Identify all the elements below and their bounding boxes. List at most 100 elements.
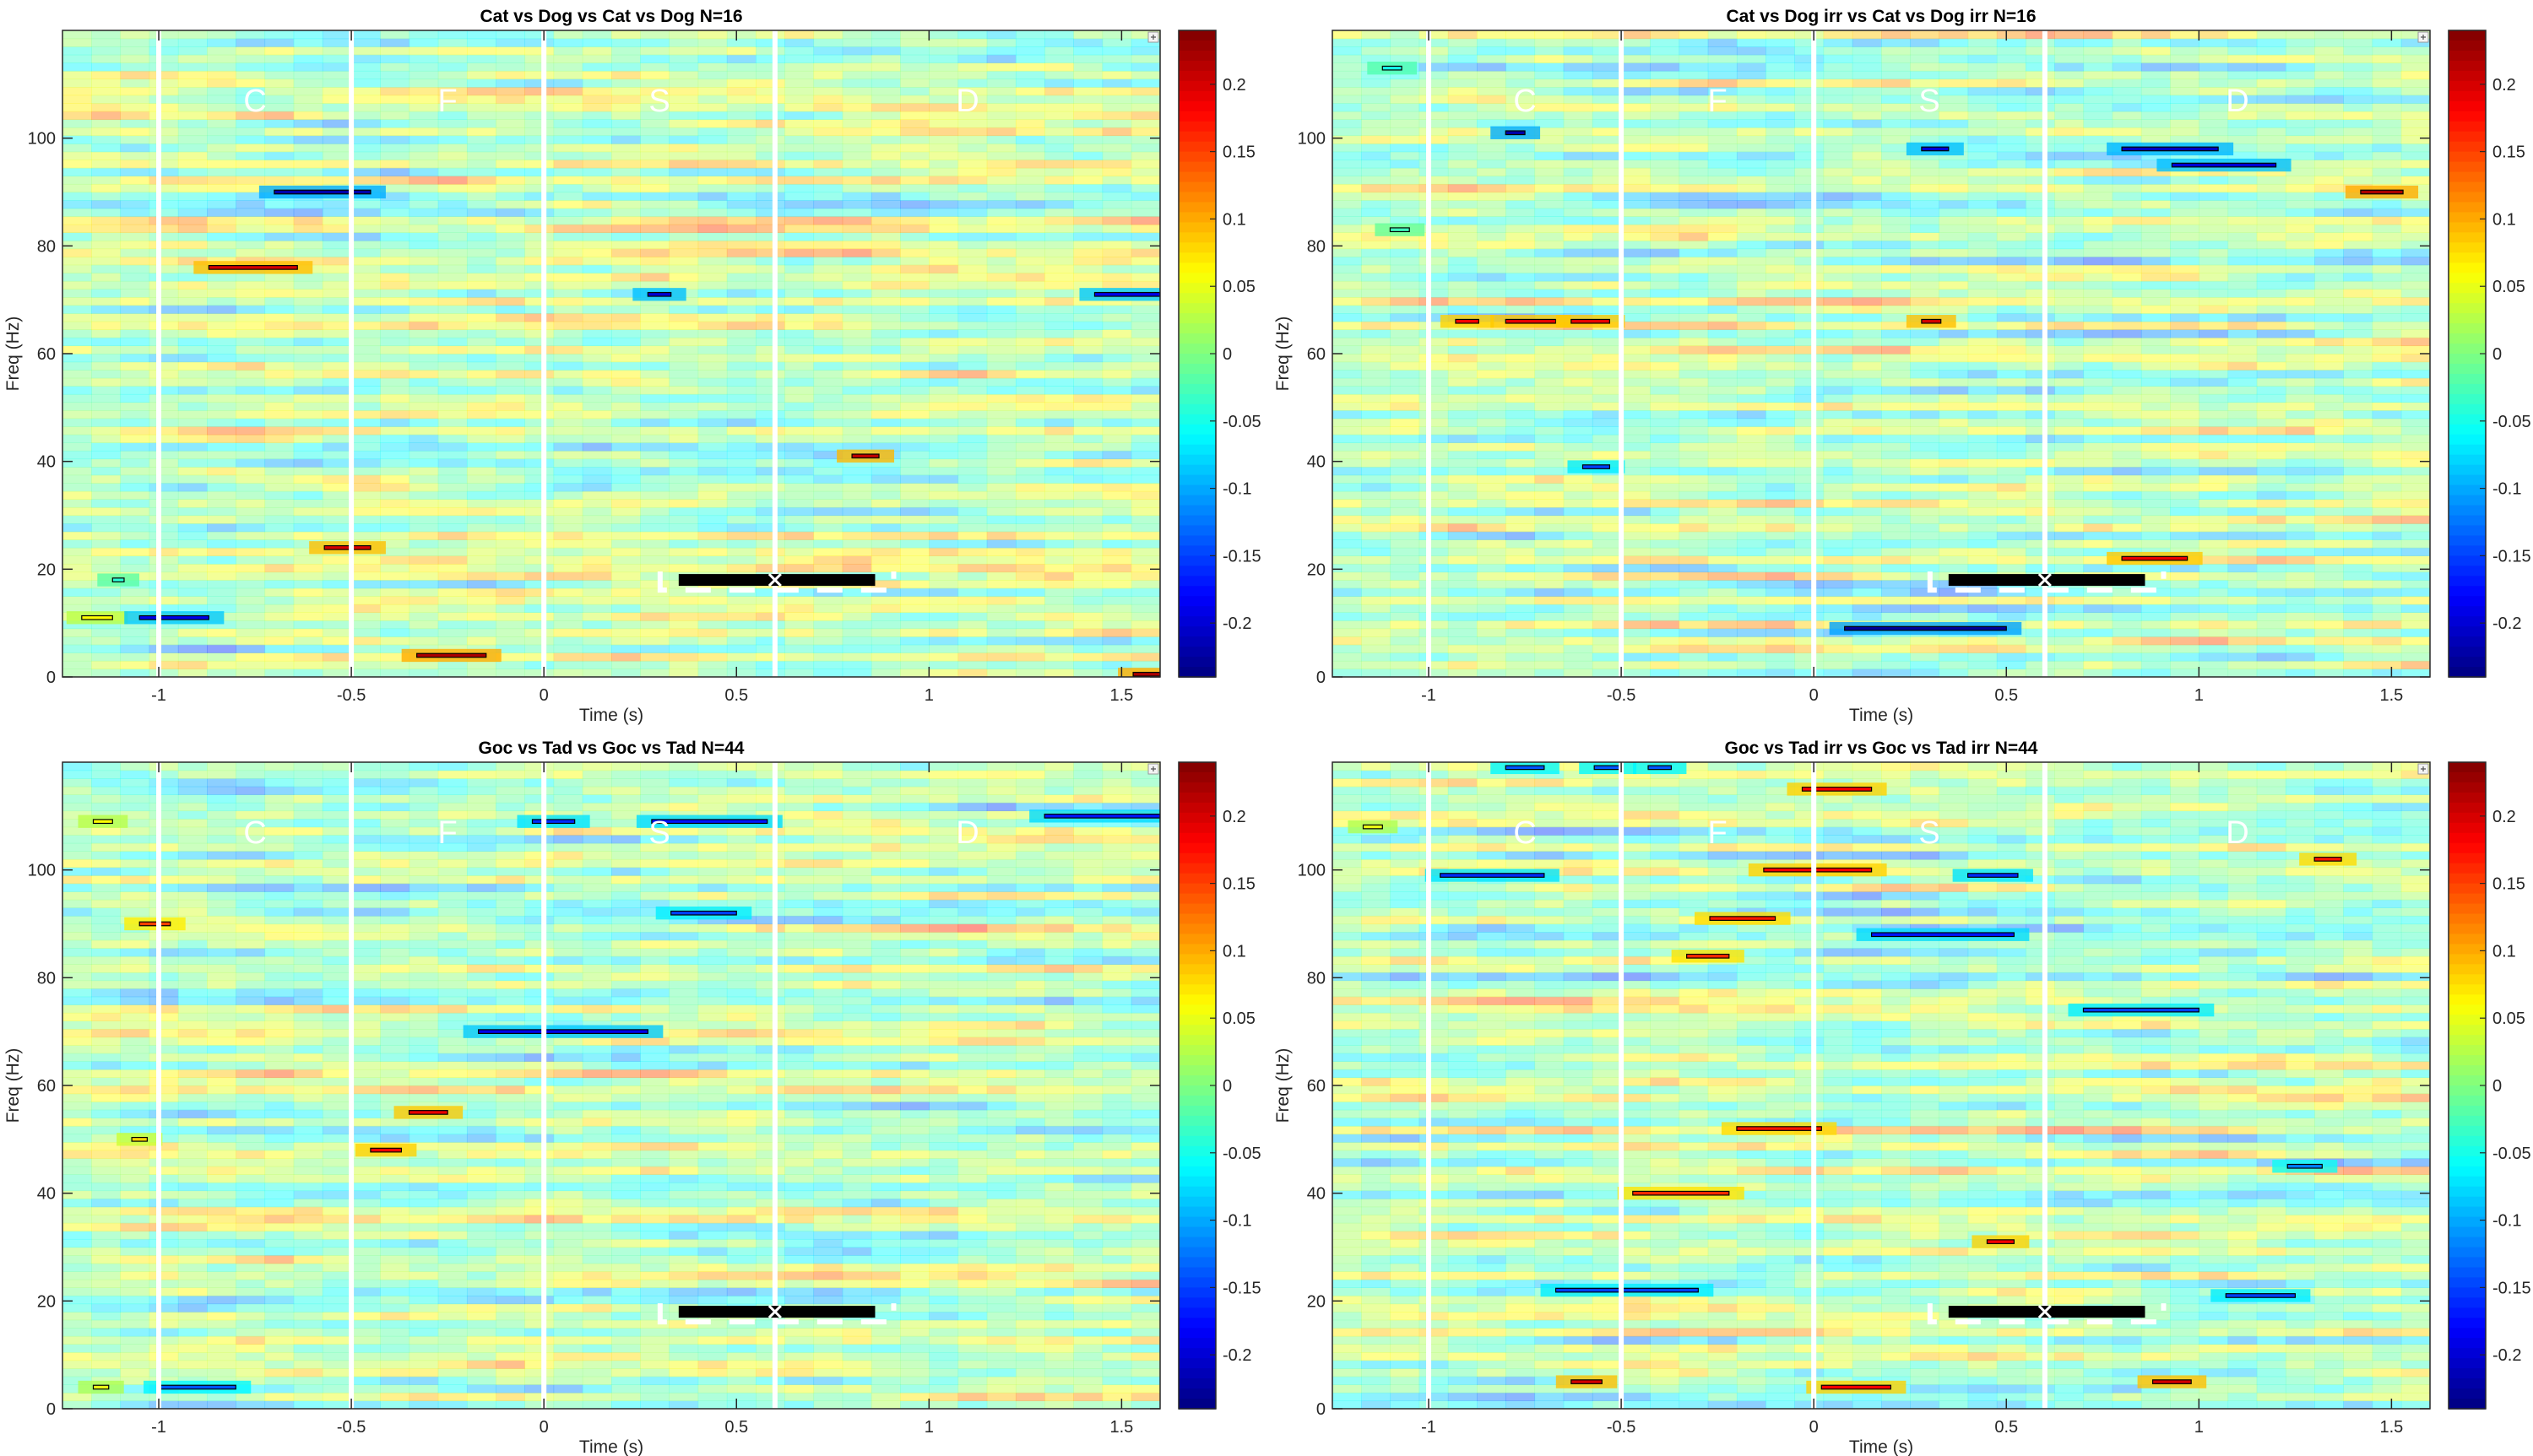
- heatmap-cell: [524, 499, 555, 508]
- heatmap-cell: [62, 103, 92, 112]
- heatmap-cell: [900, 354, 930, 363]
- heatmap-cell: [1823, 467, 1853, 476]
- heatmap-cell: [524, 176, 555, 185]
- heatmap-cell: [726, 668, 757, 677]
- heatmap-cell: [2054, 305, 2085, 314]
- heatmap-cell: [177, 87, 208, 96]
- heatmap-cell: [293, 200, 323, 209]
- heatmap-cell: [2083, 668, 2113, 677]
- heatmap-cell: [2343, 434, 2373, 443]
- heatmap-cell: [1621, 499, 1651, 508]
- heatmap-cell: [1766, 580, 1795, 589]
- heatmap-cell: [1102, 127, 1132, 137]
- heatmap-cell: [669, 257, 699, 266]
- heatmap-cell: [582, 224, 612, 233]
- heatmap-cell: [207, 95, 236, 104]
- heatmap-cell: [149, 604, 179, 613]
- heatmap-cell: [640, 612, 670, 621]
- heatmap-cell: [2343, 612, 2373, 621]
- heatmap-cell: [1073, 70, 1104, 80]
- heatmap-cell: [120, 531, 150, 540]
- heatmap-cell: [177, 450, 208, 460]
- heatmap-cell: [293, 78, 323, 88]
- heatmap-cell: [62, 499, 92, 508]
- heatmap-cell: [264, 151, 295, 160]
- heatmap-cell: [2026, 345, 2055, 355]
- heatmap-cell: [293, 337, 323, 347]
- heatmap-cell: [2140, 474, 2171, 484]
- heatmap-cell: [91, 668, 122, 677]
- heatmap-cell: [149, 208, 179, 217]
- heatmap-cell: [524, 208, 555, 217]
- heatmap-cell: [2054, 506, 2085, 517]
- heatmap-cell: [1131, 515, 1160, 524]
- heatmap-cell: [1736, 596, 1766, 605]
- heatmap-cell: [1044, 345, 1074, 355]
- heatmap-cell: [1131, 450, 1160, 460]
- heatmap-cell: [611, 587, 641, 597]
- heatmap-cell: [2199, 483, 2229, 492]
- heatmap-cell: [842, 596, 872, 605]
- heatmap-cell: [1390, 506, 1420, 517]
- heatmap-cell: [149, 458, 179, 468]
- heatmap-cell: [842, 393, 872, 403]
- heatmap-cell: [264, 135, 295, 144]
- heatmap-cell: [842, 515, 872, 524]
- heatmap-cell: [1794, 668, 1825, 677]
- heatmap-cell: [322, 224, 352, 233]
- heatmap-cell: [611, 547, 641, 556]
- heatmap-cell: [1015, 531, 1045, 540]
- heatmap-cell: [929, 563, 959, 573]
- heatmap-cell: [842, 273, 872, 282]
- heatmap-cell: [582, 612, 612, 621]
- heatmap-cell: [553, 111, 583, 120]
- heatmap-cell: [726, 434, 757, 443]
- heatmap-cell: [871, 596, 901, 605]
- heatmap-cell: [322, 38, 352, 47]
- heatmap-cell: [1044, 474, 1074, 484]
- heatmap-cell: [1447, 329, 1478, 338]
- heatmap-cell: [351, 474, 381, 484]
- heatmap-cell: [1621, 296, 1651, 306]
- heatmap-cell: [1707, 450, 1738, 460]
- corner-button[interactable]: [1147, 31, 1159, 43]
- heatmap-cell: [466, 555, 496, 565]
- heatmap-cell: [1447, 652, 1478, 662]
- heatmap-cell: [2026, 587, 2055, 597]
- heatmap-cell: [2054, 386, 2085, 395]
- heatmap-cell: [1707, 490, 1738, 500]
- heatmap-cell: [1073, 442, 1104, 452]
- x-tick-label: 0.5: [724, 686, 748, 705]
- heatmap-cell: [1102, 386, 1132, 395]
- heatmap-cell: [149, 555, 179, 565]
- heatmap-cell: [1477, 483, 1506, 492]
- heatmap-cell: [351, 361, 381, 371]
- heatmap-cell: [640, 426, 670, 436]
- heatmap-cell: [2314, 620, 2344, 630]
- heatmap-cell: [1794, 467, 1825, 476]
- heatmap-cell: [1015, 208, 1045, 217]
- heatmap-cell: [1361, 337, 1391, 347]
- heatmap-cell: [322, 30, 352, 40]
- heatmap-cell: [380, 135, 410, 144]
- heatmap-cell: [2199, 474, 2229, 484]
- heatmap-cell: [1505, 628, 1536, 637]
- heatmap-cell: [2083, 547, 2113, 556]
- heatmap-cell: [1102, 596, 1132, 605]
- heatmap-cell: [207, 62, 236, 72]
- heatmap-cell: [784, 78, 815, 88]
- heatmap-cell: [756, 499, 785, 508]
- colorbar-step: [1179, 545, 1216, 557]
- heatmap-cell: [496, 636, 525, 646]
- heatmap-cell: [2256, 547, 2286, 556]
- heatmap-cell: [553, 46, 583, 56]
- heatmap-cell: [697, 70, 728, 80]
- heatmap-cell: [1073, 176, 1104, 185]
- heatmap-cell: [351, 38, 381, 47]
- heatmap-cell: [1707, 523, 1738, 533]
- heatmap-cell: [1332, 644, 1362, 653]
- heatmap-cell: [1390, 345, 1420, 355]
- heatmap-cell: [2112, 305, 2142, 314]
- heatmap-cell: [1044, 224, 1074, 233]
- heatmap-cell: [1967, 410, 1998, 419]
